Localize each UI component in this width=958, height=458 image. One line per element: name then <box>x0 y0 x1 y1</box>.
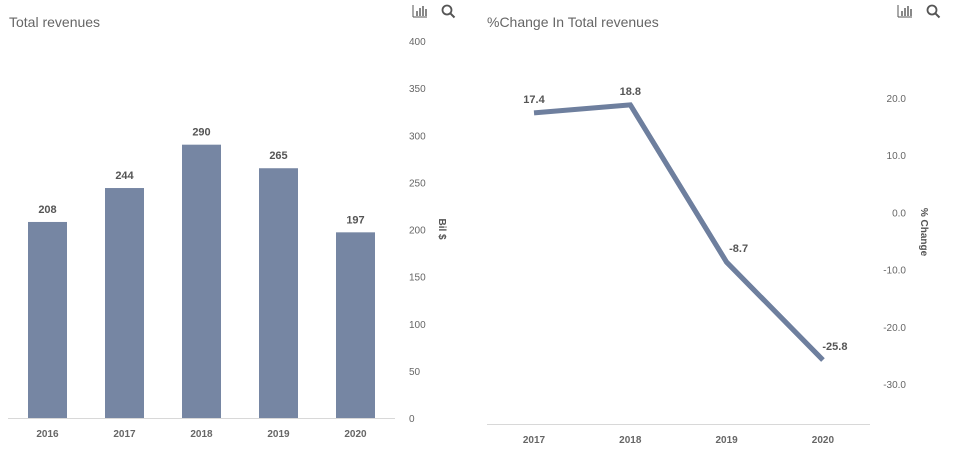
y-tick-label: 400 <box>409 37 426 48</box>
data-label: 197 <box>346 214 364 226</box>
y-tick-label: 100 <box>409 320 426 331</box>
x-tick-label: 2019 <box>715 435 738 446</box>
data-label: 265 <box>269 150 287 162</box>
data-label: 290 <box>192 127 210 139</box>
y-tick-label: 300 <box>409 131 426 142</box>
bar-chart-title: Total revenues <box>9 14 101 30</box>
y-tick-label: 10.0 <box>887 151 907 162</box>
bar-2020[interactable] <box>336 232 375 418</box>
data-label: 244 <box>115 170 134 182</box>
data-label: 18.8 <box>620 86 641 98</box>
data-label: -8.7 <box>729 243 748 255</box>
x-tick-label: 2016 <box>36 429 59 440</box>
series-line-overlay <box>628 103 825 362</box>
line-chart-title: %Change In Total revenues <box>487 14 659 30</box>
bar-2019[interactable] <box>259 168 298 418</box>
y-tick-label: 200 <box>409 226 426 237</box>
bar-chart-icon[interactable] <box>897 4 913 18</box>
y-tick-label: -10.0 <box>883 266 906 277</box>
data-label: 17.4 <box>523 94 545 106</box>
search-icon[interactable] <box>441 4 456 19</box>
y-tick-label: 250 <box>409 178 426 189</box>
bar-2018[interactable] <box>182 144 221 419</box>
y-tick-label: 20.0 <box>887 94 907 105</box>
x-tick-label: 2018 <box>619 435 642 446</box>
bar-chart: 208 2016 244 2017 290 2018 265 2019 197 2020 0 50 10… <box>8 37 447 440</box>
x-tick-label: 2020 <box>812 435 835 446</box>
search-icon[interactable] <box>926 4 941 19</box>
y-tick-label: -30.0 <box>883 380 906 391</box>
y-tick-label: 0 <box>409 414 415 425</box>
x-tick-label: 2019 <box>267 429 290 440</box>
x-tick-label: 2020 <box>344 429 367 440</box>
y-tick-label: -20.0 <box>883 323 906 334</box>
y-tick-label: 150 <box>409 273 426 284</box>
y-axis-title: Bil $ <box>436 218 447 240</box>
x-tick-label: 2018 <box>190 429 213 440</box>
y-axis-title: % Change <box>918 208 929 257</box>
series-line[interactable] <box>533 102 825 362</box>
y-tick-label: 50 <box>409 367 421 378</box>
data-label: -25.8 <box>822 341 847 353</box>
x-tick-label: 2017 <box>113 429 136 440</box>
x-tick-label: 2017 <box>523 435 546 446</box>
line-chart: 17.4 2017 18.8 2018 -8.7 2019 -25.8 2020 20.0 10.… <box>487 86 929 446</box>
bar-chart-icon[interactable] <box>412 4 428 18</box>
y-tick-label: 0.0 <box>892 208 906 219</box>
bar-2017[interactable] <box>105 188 144 418</box>
y-tick-label: 350 <box>409 84 426 95</box>
data-label: 208 <box>38 204 56 216</box>
bar-2016[interactable] <box>28 221 67 418</box>
